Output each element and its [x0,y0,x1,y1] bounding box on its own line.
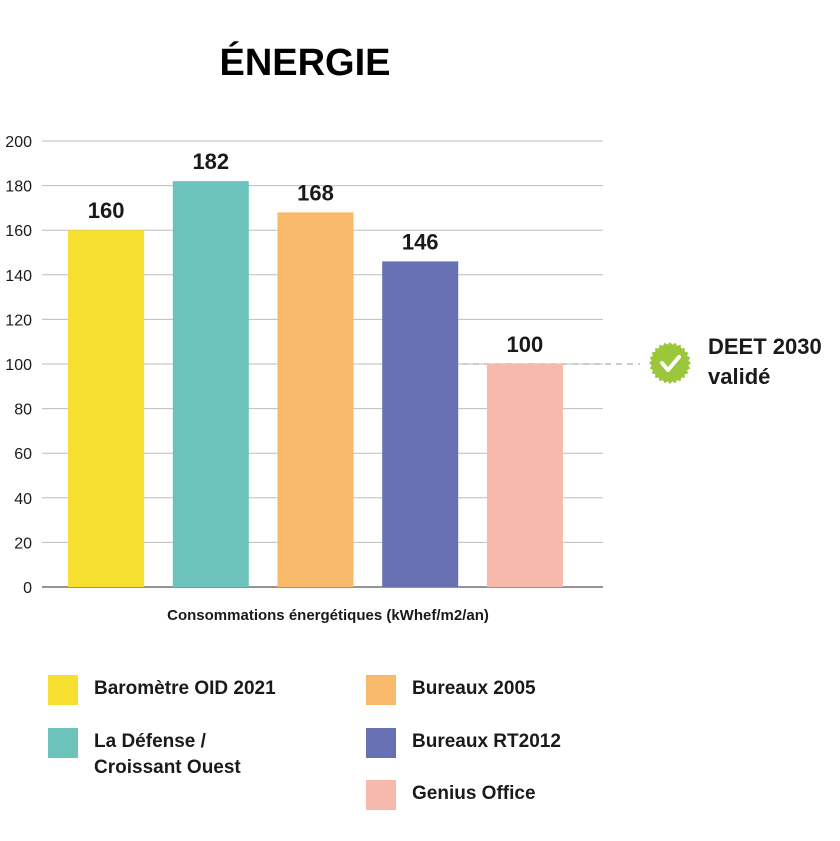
value-labels: 160 182 168 146 100 [88,149,544,357]
annotation-line-2: validé [708,364,770,389]
y-axis-ticks: 0 20 40 60 80 100 120 140 160 180 200 [5,134,32,597]
legend-swatch [48,675,78,705]
bar [172,181,249,587]
x-axis-label: Consommations énergétiques (kWhef/m2/an) [167,607,489,624]
legend-swatch [366,780,396,810]
legend-label: Baromètre OID 2021 [94,678,276,699]
bar-value-label: 168 [297,180,334,205]
y-tick-label: 60 [14,446,32,463]
check-circle-icon [649,342,691,384]
bar [277,212,354,588]
y-tick-label: 180 [5,179,32,196]
legend-item-genius-office: Genius Office [366,780,536,810]
chart-title: ÉNERGIE [219,40,390,84]
y-tick-label: 160 [5,223,32,240]
bar-value-label: 100 [507,332,544,357]
legend-item-bureaux-rt2012: Bureaux RT2012 [366,728,561,758]
y-tick-label: 140 [5,268,32,285]
y-tick-label: 120 [5,312,32,329]
y-tick-label: 80 [14,402,32,419]
legend-label: Bureaux 2005 [412,678,536,699]
legend-swatch [366,675,396,705]
legend-label: Genius Office [412,783,536,804]
legend-item-la-defense: La Défense / Croissant Ouest [48,728,284,781]
y-tick-label: 0 [23,580,32,597]
legend-item-bureaux-2005: Bureaux 2005 [366,675,536,705]
bar [68,230,145,587]
legend-item-barometre: Baromètre OID 2021 [48,675,276,705]
y-tick-label: 200 [5,134,32,151]
y-tick-label: 40 [14,491,32,508]
bar-value-label: 146 [402,229,439,254]
legend-swatch [366,728,396,758]
bar [486,364,563,587]
bars [68,181,563,588]
annotation-line-1: DEET 2030 [708,334,822,359]
y-tick-label: 20 [14,535,32,552]
bar-value-label: 160 [88,198,125,223]
legend-swatch [48,728,78,758]
bar-value-label: 182 [192,149,229,174]
legend-label: Bureaux RT2012 [412,731,561,752]
deet-annotation: DEET 2030 validé [649,334,822,389]
legend-label: La Défense / Croissant Ouest [94,731,241,778]
y-tick-label: 100 [5,357,32,374]
bar [382,261,459,587]
